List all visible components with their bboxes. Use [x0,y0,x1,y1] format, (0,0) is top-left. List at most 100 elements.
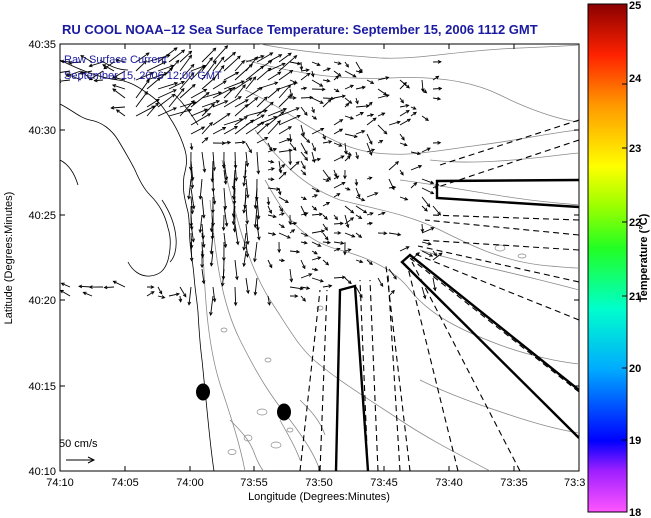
current-vector [157,295,165,299]
current-vector [245,65,264,81]
current-vector [223,169,227,184]
current-vector-arrowhead [294,294,299,298]
current-vector-arrowhead [368,261,373,266]
current-vector-arrowhead [110,105,115,110]
current-vector-arrowhead [326,67,331,72]
colorbar-tick-label: 24 [629,73,642,85]
current-vector-arrowhead [145,52,150,57]
current-vector-arrowhead [304,156,309,161]
current-vector-arrowhead [317,256,322,260]
current-vector [399,142,408,146]
current-vector-arrowhead [369,140,373,145]
current-vector [146,77,161,90]
current-vector-arrowhead [302,196,307,200]
current-vector-arrowhead [248,77,253,81]
current-vector [388,186,396,189]
current-vector-arrowhead [351,234,356,238]
current-vector-arrowhead [346,187,351,191]
y-tick-label: 40:20 [28,295,56,307]
current-vector-arrowhead [112,88,117,93]
current-vector [201,60,217,81]
current-vector-arrowhead [189,257,194,262]
current-vector-arrowhead [323,215,328,220]
current-vector-arrowhead [303,111,308,116]
current-vector [267,205,272,214]
current-vector-arrowhead [369,113,375,118]
current-vector [201,100,220,108]
current-vector [254,205,258,228]
current-vector [289,142,297,151]
current-vector [322,285,332,288]
colorbar-tick-label: 22 [629,217,641,229]
current-vector-arrowhead [358,234,363,239]
current-vector-arrowhead [102,64,107,68]
current-vector [278,55,297,72]
current-vector-arrowhead [310,73,315,78]
current-vector [322,178,330,182]
current-vector-arrowhead [156,77,161,81]
current-vector [344,277,352,284]
current-vector-arrowhead [253,205,258,210]
current-vector [344,70,357,78]
current-vector-arrowhead [293,55,298,59]
current-vector [190,142,193,150]
current-vector [79,70,93,74]
current-vector [232,196,236,217]
current-vector [256,151,259,174]
current-vector-arrowhead [327,176,331,181]
map-title: RU COOL NOAA–12 Sea Surface Temperature:… [62,22,538,37]
current-vector [245,205,248,224]
current-vector [135,72,154,81]
current-vector-arrowhead [68,60,73,65]
current-vector-arrowhead [337,231,342,235]
current-vector [344,151,352,156]
current-vector-arrowhead [233,126,239,130]
current-vector [366,114,374,117]
current-vector [289,286,303,290]
current-vector-arrowhead [281,62,286,67]
current-vector-arrowhead [368,221,374,226]
current-vector-arrowhead [182,293,187,298]
current-vector-arrowhead [201,243,206,249]
current-vector-arrowhead [383,130,388,135]
current-vector [355,259,363,263]
colorbar-tick-label: 21 [629,291,641,303]
current-vector-arrowhead [405,109,410,114]
current-vector-arrowhead [191,83,196,88]
current-vector [344,214,349,228]
current-vector-arrowhead [211,76,216,81]
current-vector-arrowhead [270,177,275,182]
current-vector [102,64,115,72]
current-vector [61,60,71,63]
y-tick-label: 40:15 [28,381,56,393]
current-vector [278,205,283,212]
current-vector [210,232,214,254]
current-vector-arrowhead [383,231,388,236]
x-tick-label: 73:55 [240,477,268,489]
current-vector-arrowhead [235,71,240,76]
current-vector-arrowhead [207,113,212,117]
current-vector [66,73,82,81]
current-vector [311,79,323,87]
current-vector-arrowhead [81,71,86,75]
current-vector-arrowhead [93,78,98,83]
current-vector [157,82,178,90]
current-vector [410,182,417,189]
current-vector [311,230,325,234]
colorbar-tick-label: 20 [629,363,641,375]
current-vector-arrowhead [180,87,185,92]
current-vector-arrowhead [145,78,150,84]
current-vector [256,116,277,126]
current-vector [256,123,269,135]
current-vector [355,86,366,90]
current-vector-arrowhead [215,100,221,104]
current-vector-arrowhead [368,151,373,156]
current-vector-arrowhead [161,295,166,299]
current-vector-arrowhead [188,54,193,59]
current-vector-arrowhead [349,84,355,89]
current-vector-arrowhead [187,108,193,113]
current-vector-arrowhead [355,155,359,160]
current-vector-arrowhead [369,212,374,216]
current-vector [201,77,216,90]
current-vector [289,88,293,97]
